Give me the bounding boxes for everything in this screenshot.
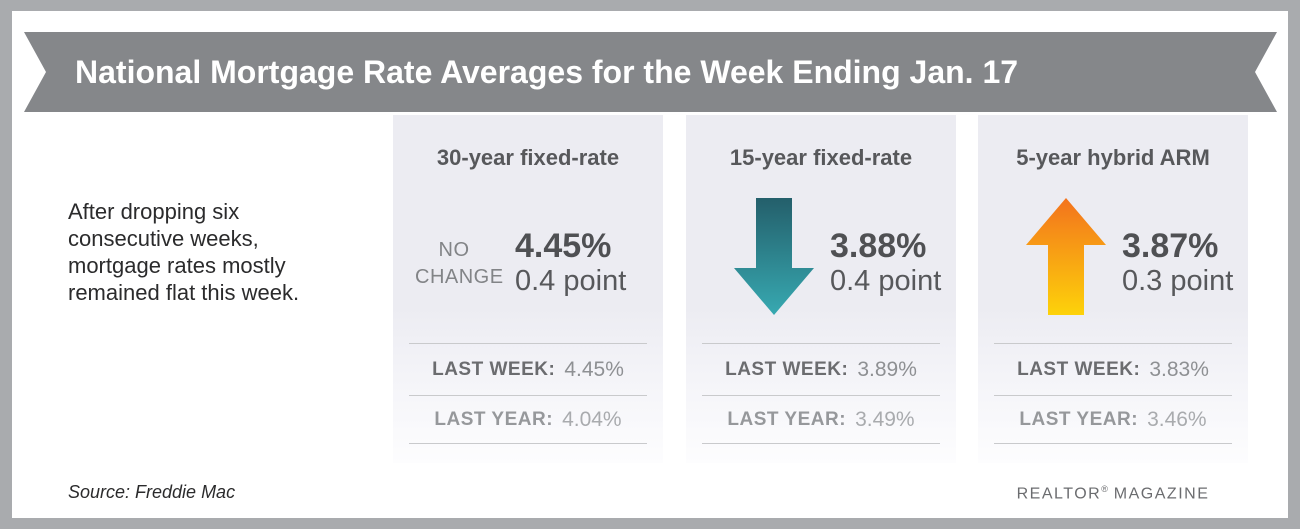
rate-points: 0.4 point [830,265,942,297]
no-change-line-2: CHANGE [415,266,504,288]
intro-line: consecutive weeks, [68,226,259,251]
card-title: 5-year hybrid ARM [1016,145,1210,170]
intro-line: remained flat this week. [68,280,300,305]
last-week-label: LAST WEEK: [725,358,849,380]
divider [702,395,940,396]
last-week-value: 3.89% [857,357,917,381]
card-stats: LAST WEEK: 3.89% LAST YEAR: 3.49% [686,343,956,444]
rate-value: 4.45% [515,227,612,265]
divider [994,343,1232,344]
last-week-value: 4.45% [564,357,624,381]
rate-value-block: 3.88% 0.4 point [830,227,941,298]
rate-points: 0.3 point [1122,265,1234,297]
last-week-row: LAST WEEK: 3.83% [978,344,1248,395]
card-15-year-fixed-rate: 15-year fixed-rate 3.88% 0.4 point LAST … [686,115,956,463]
last-week-value: 3.83% [1149,357,1209,381]
intro-line: mortgage rates mostly [68,253,286,278]
divider [702,343,940,344]
brand-logo: REALTOR® MAGAZINE [978,484,1248,503]
last-week-label: LAST WEEK: [432,358,556,380]
last-year-row: LAST YEAR: 3.46% [978,396,1248,443]
divider [409,395,647,396]
rate-value: 3.87% [1122,227,1219,265]
divider [409,443,647,444]
page-title: National Mortgage Rate Averages for the … [75,54,1019,90]
last-year-value: 4.04% [562,407,622,431]
last-year-value: 3.46% [1147,407,1207,431]
brand-suffix: MAGAZINE [1107,485,1210,503]
brand-name: REALTOR [1016,485,1102,503]
rate-points: 0.4 point [515,265,627,297]
frame-right-strip [1288,0,1300,529]
divider [409,343,647,344]
down-arrow-icon [734,198,814,315]
intro-line: After dropping six [68,199,240,224]
last-week-row: LAST WEEK: 4.45% [393,344,663,395]
card-30-year-fixed-rate: 30-year fixed-rate NO CHANGE 4.45% 0.4 p… [393,115,663,463]
title-ribbon: National Mortgage Rate Averages for the … [24,32,1277,112]
frame-bottom-strip [0,518,1300,529]
card-title: 15-year fixed-rate [729,145,913,170]
last-year-label: LAST YEAR: [434,408,554,430]
intro-text: After dropping six consecutive weeks, mo… [68,198,388,306]
rate-value-block: 4.45% 0.4 point [515,227,626,298]
last-year-label: LAST YEAR: [1019,408,1139,430]
divider [994,443,1232,444]
source-credit: Source: Freddie Mac [68,482,236,502]
rate-value-block: 3.87% 0.3 point [1122,227,1233,298]
frame-top-strip [0,0,1300,11]
last-week-label: LAST WEEK: [1017,358,1141,380]
rate-value: 3.88% [830,227,927,265]
last-week-row: LAST WEEK: 3.89% [686,344,956,395]
last-year-row: LAST YEAR: 3.49% [686,396,956,443]
last-year-row: LAST YEAR: 4.04% [393,396,663,443]
last-year-label: LAST YEAR: [727,408,847,430]
up-arrow-icon [1026,198,1106,315]
last-year-value: 3.49% [855,407,915,431]
frame-left-strip [0,0,12,529]
divider [702,443,940,444]
no-change-line-1: NO [438,239,470,261]
divider [994,395,1232,396]
card-title: 30-year fixed-rate [436,145,620,170]
card-stats: LAST WEEK: 3.83% LAST YEAR: 3.46% [978,343,1248,444]
no-change-label: NO CHANGE [415,237,504,291]
card-stats: LAST WEEK: 4.45% LAST YEAR: 4.04% [393,343,663,444]
registered-trademark-icon: ® [1101,484,1108,494]
card-5-year-hybrid-arm: 5-year hybrid ARM 3.87% 0.3 point LAST W… [978,115,1248,463]
